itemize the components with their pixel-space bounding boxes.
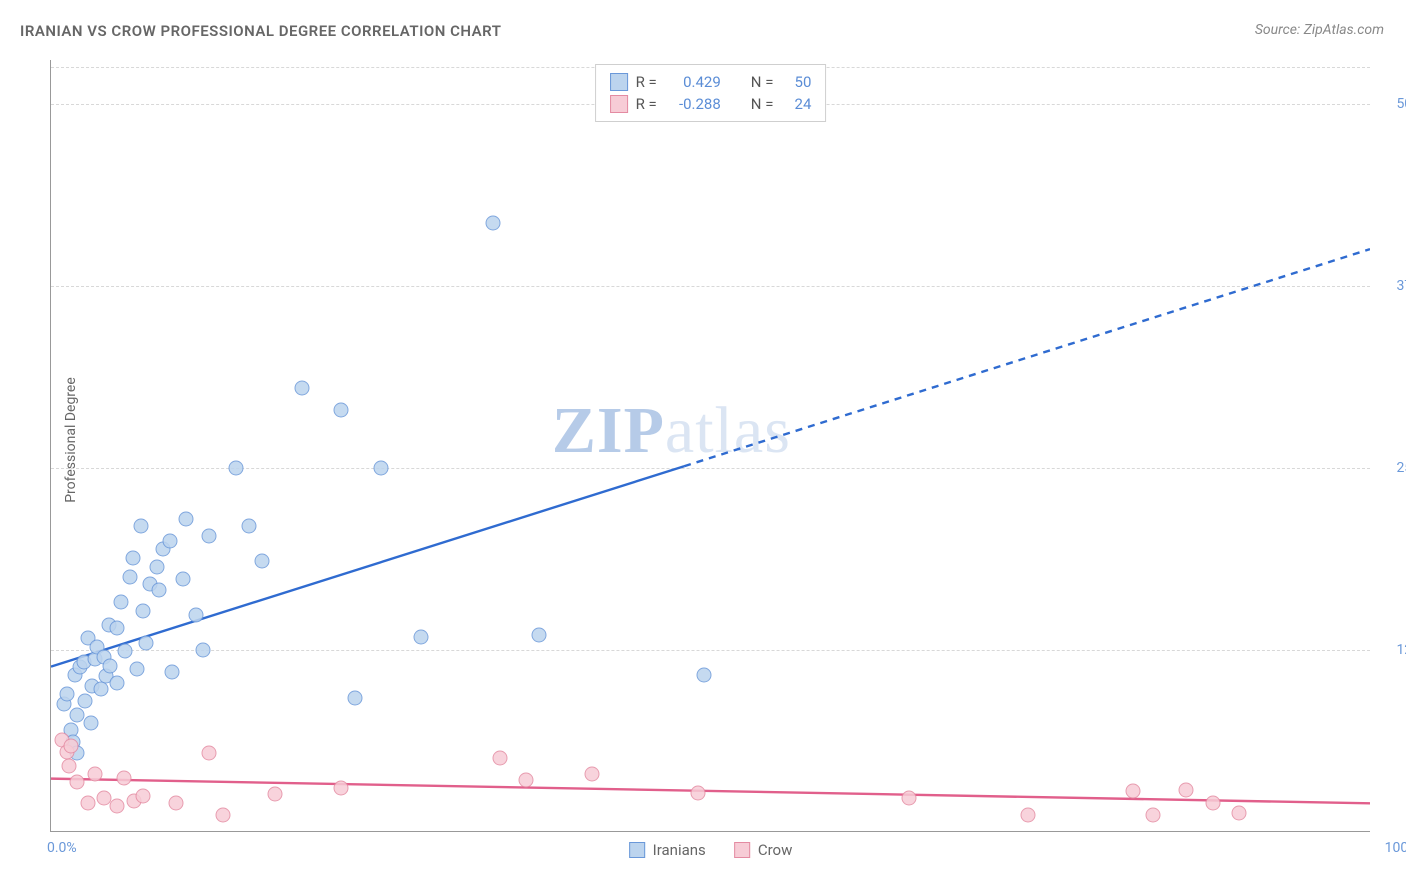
- scatter-point: [294, 380, 309, 395]
- scatter-point: [123, 570, 138, 585]
- legend-n-value: 50: [781, 73, 811, 91]
- scatter-point: [195, 642, 210, 657]
- y-tick-label: 50.0%: [1396, 96, 1406, 112]
- scatter-point: [110, 798, 125, 813]
- y-tick-label: 37.5%: [1396, 278, 1406, 294]
- legend-row: R = -0.288 N = 24: [610, 93, 812, 115]
- scatter-point: [63, 739, 78, 754]
- scatter-point: [532, 628, 547, 643]
- legend-n-label: N =: [751, 73, 774, 91]
- scatter-point: [1205, 795, 1220, 810]
- scatter-point: [78, 693, 93, 708]
- scatter-point: [1179, 782, 1194, 797]
- scatter-point: [113, 594, 128, 609]
- scatter-point: [374, 460, 389, 475]
- scatter-point: [139, 635, 154, 650]
- scatter-point: [413, 629, 428, 644]
- scatter-point: [242, 519, 257, 534]
- scatter-point: [215, 807, 230, 822]
- scatter-point: [149, 559, 164, 574]
- scatter-point: [268, 787, 283, 802]
- legend-box: R = 0.429 N = 50 R = -0.288 N = 24: [595, 64, 827, 122]
- scatter-point: [486, 216, 501, 231]
- legend-r-value: 0.429: [665, 73, 721, 91]
- scatter-point: [1232, 806, 1247, 821]
- scatter-point: [162, 533, 177, 548]
- bottom-legend-label: Iranians: [653, 841, 706, 859]
- scatter-point: [133, 519, 148, 534]
- y-tick-label: 12.5%: [1396, 642, 1406, 658]
- legend-swatch: [629, 842, 645, 858]
- legend-n-label: N =: [751, 95, 774, 113]
- scatter-point: [1126, 784, 1141, 799]
- scatter-point: [80, 795, 95, 810]
- scatter-point: [1020, 807, 1035, 822]
- trend-line-solid: [51, 779, 1370, 804]
- x-tick-label: 0.0%: [47, 840, 77, 856]
- y-tick-label: 25.0%: [1396, 460, 1406, 476]
- scatter-point: [165, 664, 180, 679]
- legend-n-value: 24: [781, 95, 811, 113]
- trend-lines-svg: [51, 60, 1370, 831]
- scatter-point: [202, 746, 217, 761]
- scatter-point: [178, 511, 193, 526]
- scatter-point: [152, 583, 167, 598]
- scatter-point: [1146, 807, 1161, 822]
- legend-r-label: R =: [636, 73, 657, 91]
- chart-title: IRANIAN VS CROW PROFESSIONAL DEGREE CORR…: [20, 22, 501, 40]
- bottom-legend: Iranians Crow: [629, 841, 793, 859]
- scatter-point: [334, 781, 349, 796]
- scatter-point: [116, 771, 131, 786]
- source-label: Source: ZipAtlas.com: [1255, 22, 1384, 38]
- trend-line-dashed: [684, 249, 1370, 466]
- legend-swatch: [610, 73, 628, 91]
- x-tick-label: 100.0%: [1385, 840, 1406, 856]
- scatter-point: [202, 529, 217, 544]
- scatter-point: [87, 766, 102, 781]
- scatter-point: [83, 715, 98, 730]
- scatter-point: [228, 460, 243, 475]
- legend-r-value: -0.288: [665, 95, 721, 113]
- scatter-point: [334, 402, 349, 417]
- scatter-point: [169, 795, 184, 810]
- scatter-point: [255, 554, 270, 569]
- scatter-point: [519, 772, 534, 787]
- scatter-point: [59, 686, 74, 701]
- scatter-point: [690, 785, 705, 800]
- scatter-point: [347, 690, 362, 705]
- scatter-point: [492, 750, 507, 765]
- legend-r-label: R =: [636, 95, 657, 113]
- scatter-point: [103, 658, 118, 673]
- legend-swatch: [610, 95, 628, 113]
- legend-row: R = 0.429 N = 50: [610, 71, 812, 93]
- scatter-point: [189, 607, 204, 622]
- scatter-point: [697, 667, 712, 682]
- scatter-point: [62, 759, 77, 774]
- bottom-legend-item: Crow: [734, 841, 793, 859]
- scatter-point: [902, 791, 917, 806]
- scatter-point: [70, 775, 85, 790]
- scatter-point: [136, 603, 151, 618]
- scatter-point: [94, 682, 109, 697]
- plot-area: ZIPatlas R =0.429N =50R =-0.288N =24 Ira…: [50, 60, 1370, 832]
- scatter-point: [125, 551, 140, 566]
- scatter-point: [176, 571, 191, 586]
- bottom-legend-item: Iranians: [629, 841, 706, 859]
- scatter-point: [110, 621, 125, 636]
- legend-swatch: [734, 842, 750, 858]
- scatter-point: [585, 766, 600, 781]
- scatter-point: [136, 788, 151, 803]
- bottom-legend-label: Crow: [758, 841, 793, 859]
- scatter-point: [110, 676, 125, 691]
- scatter-point: [117, 644, 132, 659]
- scatter-point: [129, 661, 144, 676]
